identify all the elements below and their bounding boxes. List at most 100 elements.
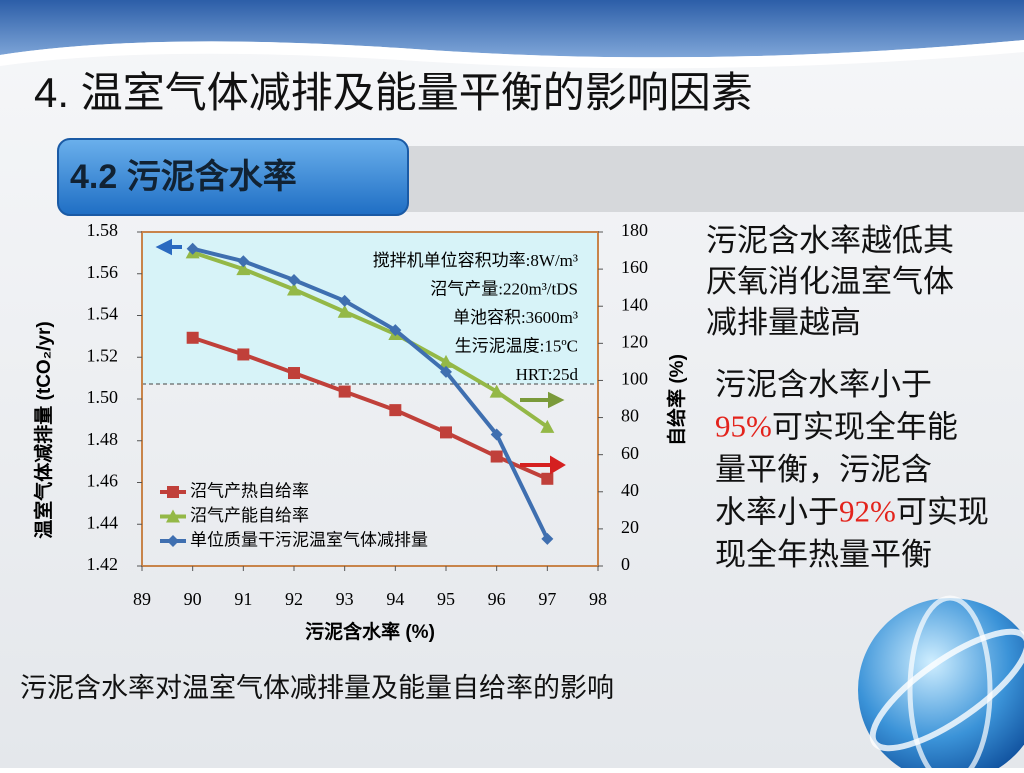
note-text: 量平衡，污泥含	[715, 452, 932, 487]
note-line: 污泥含水率小于	[715, 367, 932, 402]
note-line: 减排量越高	[706, 305, 861, 340]
marker	[166, 509, 180, 523]
y-tick-label: 1.44	[87, 512, 119, 532]
arrow	[155, 238, 182, 256]
y2-tick-label: 60	[621, 443, 639, 463]
marker	[440, 426, 452, 439]
marker	[338, 385, 351, 398]
note-line: 现全年热量平衡	[715, 537, 932, 572]
marker	[237, 255, 250, 268]
note-line: 污泥含水率越低其	[706, 223, 954, 258]
note-line: 量平衡，污泥含	[715, 452, 932, 487]
series-line	[192, 335, 549, 481]
note-text: 可实现全年能	[772, 410, 958, 445]
series-line	[192, 250, 549, 429]
x-tick-label: 92	[285, 589, 303, 609]
x-tick-label: 94	[386, 589, 404, 609]
x-tick-label: 98	[589, 589, 607, 609]
annotation: 搅拌机单位容积功率:8W/m³	[373, 251, 578, 270]
marker	[186, 242, 199, 255]
y-tick-label: 1.56	[87, 262, 119, 282]
y2-tick-label: 160	[621, 257, 648, 277]
y-tick-label: 1.58	[87, 220, 119, 240]
x-tick-label: 97	[538, 589, 556, 609]
annotation: 沼气产量:220m³/tDS	[430, 279, 578, 298]
note-text: 92%	[839, 494, 896, 529]
annotation: 单池容积:3600m³	[453, 308, 578, 327]
note-text: 95%	[715, 409, 772, 444]
chart: 1.42 1.44 1.46 1.48 1.50 1.52 1.54 1.56 1.58 0 20 4…	[32, 220, 688, 643]
section-box	[57, 138, 409, 216]
y-tick-label: 1.42	[87, 554, 119, 574]
x-axis-title: 污泥含水率 (%)	[305, 620, 435, 643]
arrow	[520, 391, 565, 409]
note-text: 现全年热量平衡	[715, 537, 932, 572]
x-tick-label: 95	[437, 589, 455, 609]
y2-tick-label: 80	[621, 406, 639, 426]
annotation: 生污泥温度:15ºC	[455, 336, 578, 355]
note-text: 厌氧消化温室气体	[706, 264, 954, 299]
marker	[186, 331, 199, 344]
section-title: 4.2 污泥含水率	[70, 158, 297, 196]
note-line: 厌氧消化温室气体	[706, 264, 954, 299]
legend-label: 沼气产热自给率	[190, 481, 309, 500]
y-tick-label: 1.54	[87, 304, 119, 324]
marker	[288, 274, 300, 287]
note-text: 可实现	[896, 495, 989, 530]
marker	[167, 486, 179, 498]
series-line	[192, 246, 550, 540]
legend-label: 单位质量干污泥温室气体减排量	[190, 530, 428, 549]
y-axis-title: 温室气体减排量 (tCO₂/yr)	[32, 321, 55, 538]
y2-tick-label: 180	[621, 220, 648, 240]
marker	[236, 262, 251, 276]
y2-tick-label: 20	[621, 517, 639, 537]
marker	[337, 304, 352, 318]
y2-tick-label: 100	[621, 369, 648, 389]
y2-tick-label: 140	[621, 294, 648, 314]
annotation: HRT:25d	[516, 365, 579, 384]
slide-title: 4. 温室气体减排及能量平衡的影响因素	[34, 69, 753, 116]
marker	[389, 404, 402, 417]
note-text: 污泥含水率小于	[715, 367, 932, 402]
y2-tick-label: 0	[621, 554, 630, 574]
arrow	[520, 455, 566, 475]
caption: 污泥含水率对温室气体减排量及能量自给率的影响	[20, 673, 614, 703]
header-band	[0, 0, 1024, 58]
globe-ring	[869, 628, 1024, 752]
note-line: 水率小于92%可实现	[715, 494, 989, 530]
marker	[540, 419, 555, 433]
globe-ring	[907, 595, 993, 773]
x-tick-label: 90	[184, 589, 202, 609]
marker	[288, 367, 300, 380]
y2-axis-title: 自给率 (%)	[665, 354, 688, 446]
y2-tick-label: 40	[621, 480, 639, 500]
note-line: 95%可实现全年能	[715, 409, 958, 445]
marker	[541, 472, 554, 485]
legend-label: 沼气产能自给率	[190, 506, 309, 525]
header-wave	[0, 40, 1024, 69]
note-text: 水率小于	[715, 495, 839, 530]
x-tick-label: 93	[336, 589, 354, 609]
marker	[490, 450, 503, 463]
x-tick-label: 91	[234, 589, 252, 609]
marker	[287, 282, 301, 296]
marker	[389, 324, 402, 337]
marker	[489, 384, 504, 398]
y-tick-label: 1.46	[87, 471, 119, 491]
note-text: 污泥含水率越低其	[706, 223, 954, 258]
marker	[541, 532, 554, 545]
x-tick-label: 89	[133, 589, 151, 609]
marker	[237, 348, 250, 361]
marker	[338, 294, 351, 307]
x-tick-label: 96	[488, 589, 506, 609]
marker	[440, 365, 452, 378]
y-tick-label: 1.50	[87, 387, 119, 407]
marker	[167, 535, 179, 547]
marker	[439, 354, 453, 368]
note-text: 减排量越高	[706, 305, 861, 340]
y-tick-label: 1.52	[87, 345, 119, 365]
y2-tick-label: 120	[621, 331, 648, 351]
marker	[490, 428, 503, 441]
